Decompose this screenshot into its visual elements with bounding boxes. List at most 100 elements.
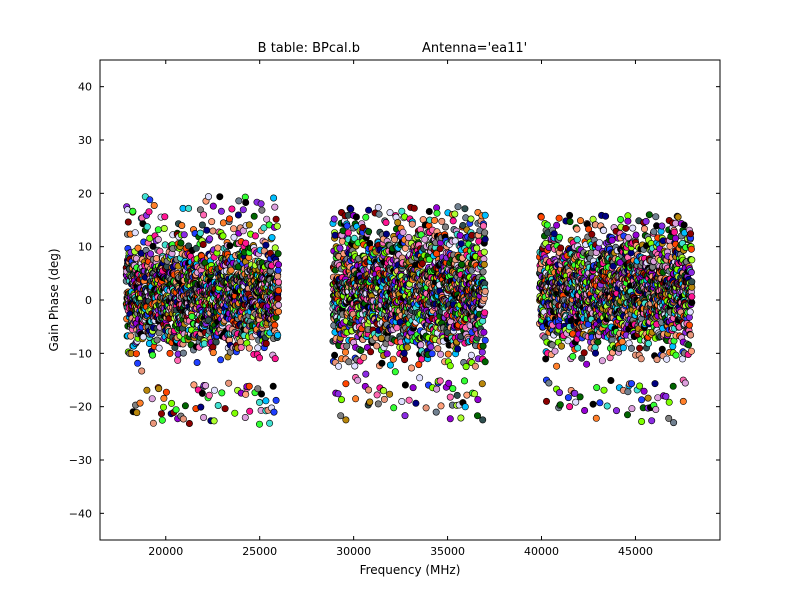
data-point bbox=[198, 389, 206, 397]
data-point bbox=[386, 361, 394, 369]
data-point bbox=[272, 396, 280, 404]
data-point bbox=[434, 345, 442, 353]
data-point bbox=[433, 385, 441, 393]
data-point bbox=[257, 390, 265, 398]
data-point bbox=[378, 359, 386, 367]
data-point bbox=[268, 234, 276, 242]
data-point bbox=[365, 386, 373, 394]
data-point bbox=[185, 419, 193, 427]
data-point bbox=[217, 207, 225, 215]
data-point bbox=[624, 217, 632, 225]
data-point bbox=[600, 227, 608, 235]
data-point bbox=[272, 215, 280, 223]
data-point bbox=[255, 398, 263, 406]
data-point bbox=[245, 344, 253, 352]
data-point bbox=[250, 212, 258, 220]
data-point bbox=[576, 393, 584, 401]
data-point bbox=[188, 312, 196, 320]
data-point bbox=[351, 362, 359, 370]
data-point bbox=[197, 403, 205, 411]
data-point bbox=[209, 349, 217, 357]
data-point bbox=[337, 396, 345, 404]
data-point bbox=[362, 213, 370, 221]
data-point bbox=[245, 382, 253, 390]
data-point bbox=[205, 391, 213, 399]
data-point bbox=[390, 404, 398, 412]
data-point bbox=[203, 226, 211, 234]
data-point bbox=[458, 260, 466, 268]
data-point bbox=[344, 229, 352, 237]
data-points bbox=[122, 193, 696, 428]
data-point bbox=[147, 250, 155, 258]
data-point bbox=[551, 347, 559, 355]
data-point bbox=[219, 219, 227, 227]
data-point bbox=[179, 349, 187, 357]
data-point bbox=[343, 342, 351, 350]
data-point bbox=[428, 350, 436, 358]
data-point bbox=[479, 342, 487, 350]
data-point bbox=[591, 349, 599, 357]
data-point bbox=[481, 309, 489, 317]
data-point bbox=[334, 390, 342, 398]
data-point bbox=[354, 376, 362, 384]
data-point bbox=[431, 216, 439, 224]
data-point bbox=[158, 410, 166, 418]
data-point bbox=[391, 368, 399, 376]
data-point bbox=[572, 398, 580, 406]
data-point bbox=[357, 346, 365, 354]
data-point bbox=[162, 388, 170, 396]
data-point bbox=[343, 222, 351, 230]
data-point bbox=[405, 396, 413, 404]
data-point bbox=[618, 338, 626, 346]
data-point bbox=[234, 211, 242, 219]
data-point bbox=[479, 268, 487, 276]
data-point bbox=[273, 222, 281, 230]
data-point bbox=[403, 343, 411, 351]
data-point bbox=[274, 261, 282, 269]
data-point bbox=[408, 220, 416, 228]
data-point bbox=[566, 211, 574, 219]
data-point bbox=[245, 221, 253, 229]
data-point bbox=[474, 396, 482, 404]
data-point bbox=[166, 349, 174, 357]
data-point bbox=[131, 229, 139, 237]
data-point bbox=[383, 350, 391, 358]
data-point bbox=[480, 328, 488, 336]
data-point bbox=[352, 213, 360, 221]
data-point bbox=[262, 339, 270, 347]
data-point bbox=[168, 399, 176, 407]
data-point bbox=[200, 211, 208, 219]
data-point bbox=[471, 362, 479, 370]
data-point bbox=[410, 204, 418, 212]
data-point bbox=[206, 235, 214, 243]
data-point bbox=[230, 225, 238, 233]
data-point bbox=[228, 205, 236, 213]
data-point bbox=[274, 278, 282, 286]
data-point bbox=[258, 206, 266, 214]
data-point bbox=[133, 409, 141, 417]
data-point bbox=[269, 382, 277, 390]
data-point bbox=[193, 358, 201, 366]
data-point bbox=[143, 386, 151, 394]
data-point bbox=[335, 362, 343, 370]
data-point bbox=[274, 286, 282, 294]
data-point bbox=[134, 244, 142, 252]
data-point bbox=[205, 193, 213, 201]
data-point bbox=[255, 420, 263, 428]
data-point bbox=[400, 349, 408, 357]
data-point bbox=[624, 388, 632, 396]
data-point bbox=[600, 386, 608, 394]
data-point bbox=[274, 331, 282, 339]
data-point bbox=[436, 377, 444, 385]
data-point bbox=[553, 221, 561, 229]
data-point bbox=[262, 241, 270, 249]
data-point bbox=[446, 362, 454, 370]
data-point bbox=[347, 205, 355, 213]
data-point bbox=[454, 345, 462, 353]
data-point bbox=[150, 202, 158, 210]
data-point bbox=[138, 367, 146, 375]
data-point bbox=[149, 242, 157, 250]
data-point bbox=[221, 405, 229, 413]
data-point bbox=[617, 216, 625, 224]
data-point bbox=[622, 224, 630, 232]
